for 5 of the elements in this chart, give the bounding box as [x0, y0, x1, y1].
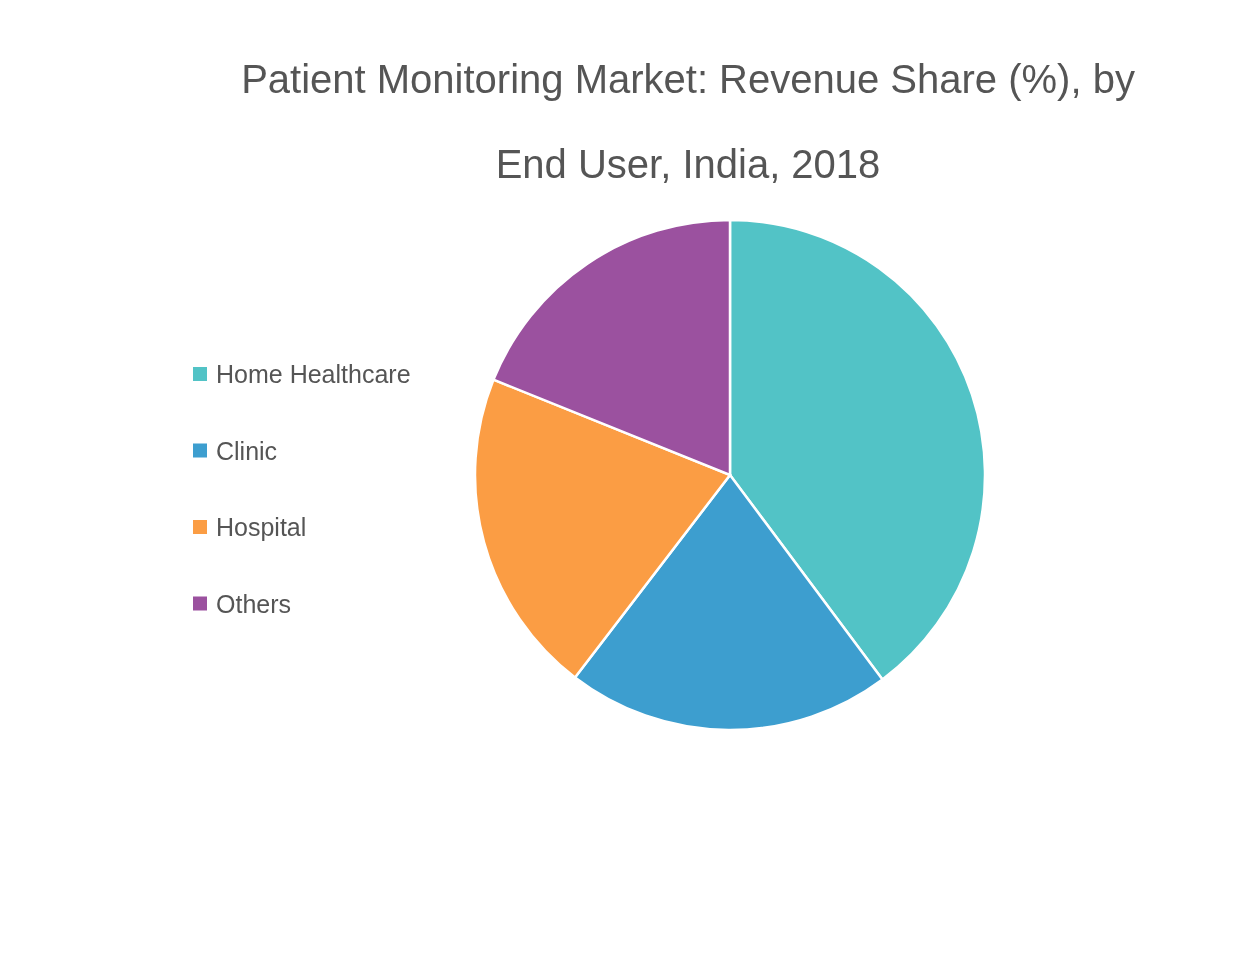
chart-title: Patient Monitoring Market: Revenue Share (%), by End User, India, 2018	[241, 57, 1135, 186]
legend-label: Hospital	[216, 513, 307, 541]
legend-label: Home Healthcare	[216, 360, 411, 388]
legend-label: Clinic	[216, 436, 278, 465]
legend-label: Others	[216, 589, 292, 618]
